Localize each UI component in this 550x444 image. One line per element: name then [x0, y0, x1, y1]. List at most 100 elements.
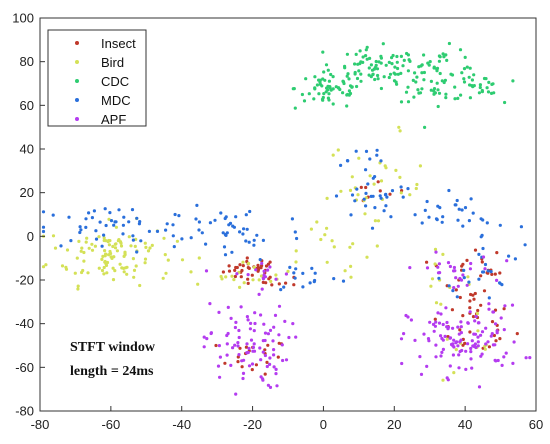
point-cdc	[407, 58, 411, 62]
point-insect	[256, 263, 260, 267]
point-cdc	[415, 75, 419, 79]
point-apf	[266, 268, 270, 272]
point-mdc	[84, 217, 88, 221]
point-apf	[499, 316, 503, 320]
point-bird	[398, 175, 402, 179]
point-bird	[323, 233, 327, 237]
point-insect	[233, 268, 237, 272]
point-cdc	[326, 84, 330, 88]
point-mdc	[364, 191, 368, 195]
point-apf	[231, 346, 235, 350]
point-apf	[468, 310, 472, 314]
point-insect	[498, 271, 502, 275]
point-insect	[276, 355, 280, 359]
point-mdc	[171, 223, 175, 227]
point-insect	[239, 275, 243, 279]
point-apf	[246, 273, 250, 277]
point-bird	[399, 191, 403, 195]
point-apf	[448, 364, 452, 368]
point-cdc	[465, 65, 469, 69]
point-cdc	[417, 65, 421, 69]
point-bird	[348, 188, 353, 192]
point-apf	[400, 361, 404, 366]
point-apf	[249, 321, 253, 325]
point-apf	[248, 327, 252, 331]
point-apf	[473, 342, 477, 346]
point-mdc	[375, 153, 379, 157]
point-apf	[496, 358, 500, 363]
point-insect	[236, 355, 240, 359]
point-bird	[196, 282, 200, 286]
y-tick-label: 80	[20, 54, 34, 69]
point-bird	[418, 164, 422, 168]
point-bird	[82, 250, 86, 255]
point-mdc	[460, 208, 464, 212]
point-bird	[257, 278, 261, 282]
point-apf	[455, 340, 459, 344]
point-mdc	[455, 198, 459, 203]
point-bird	[102, 272, 106, 276]
point-cdc	[437, 91, 442, 95]
point-cdc	[432, 87, 437, 91]
point-bird	[76, 284, 80, 288]
point-bird	[107, 217, 111, 221]
point-cdc	[478, 83, 482, 87]
point-mdc	[155, 229, 160, 233]
point-mdc	[349, 213, 353, 217]
point-cdc	[368, 56, 372, 61]
point-bird	[146, 249, 151, 253]
point-mdc	[355, 187, 359, 191]
point-insect	[246, 277, 250, 281]
point-mdc	[100, 244, 104, 248]
point-insect	[240, 365, 244, 369]
point-mdc	[67, 215, 71, 219]
point-mdc	[481, 246, 485, 251]
point-apf	[457, 353, 461, 357]
point-cdc	[438, 55, 442, 59]
point-mdc	[461, 224, 465, 228]
point-apf	[505, 259, 509, 263]
point-bird	[197, 256, 201, 260]
point-insect	[254, 363, 258, 367]
point-mdc	[301, 271, 305, 275]
point-insect	[259, 266, 263, 270]
point-bird	[133, 244, 137, 248]
point-apf	[469, 346, 473, 351]
point-cdc	[503, 100, 507, 105]
point-apf	[444, 306, 448, 310]
point-apf	[489, 334, 493, 338]
point-apf	[464, 349, 468, 353]
x-tick-label: -80	[31, 417, 50, 432]
point-bird	[219, 274, 223, 279]
point-apf	[443, 334, 447, 338]
point-mdc	[180, 237, 184, 241]
point-apf	[487, 307, 491, 311]
point-mdc	[385, 195, 389, 199]
point-apf	[476, 335, 480, 339]
point-apf	[258, 346, 262, 350]
point-mdc	[165, 222, 169, 226]
point-bird	[162, 236, 166, 240]
point-insect	[221, 270, 225, 274]
point-bird	[430, 277, 435, 281]
point-apf	[469, 357, 473, 361]
point-mdc	[480, 233, 484, 237]
point-cdc	[293, 106, 297, 110]
point-insect	[359, 185, 363, 189]
point-mdc	[245, 227, 249, 231]
point-mdc	[139, 239, 143, 243]
point-cdc	[413, 71, 417, 75]
point-bird	[357, 156, 361, 160]
point-apf	[483, 267, 487, 271]
point-apf	[273, 313, 278, 317]
point-apf	[225, 333, 229, 338]
point-apf	[274, 277, 278, 281]
point-bird	[109, 255, 113, 259]
point-cdc	[326, 88, 330, 92]
point-bird	[100, 268, 105, 273]
point-cdc	[435, 67, 439, 71]
point-apf	[241, 376, 245, 381]
point-mdc	[519, 225, 524, 229]
point-cdc	[480, 88, 484, 93]
